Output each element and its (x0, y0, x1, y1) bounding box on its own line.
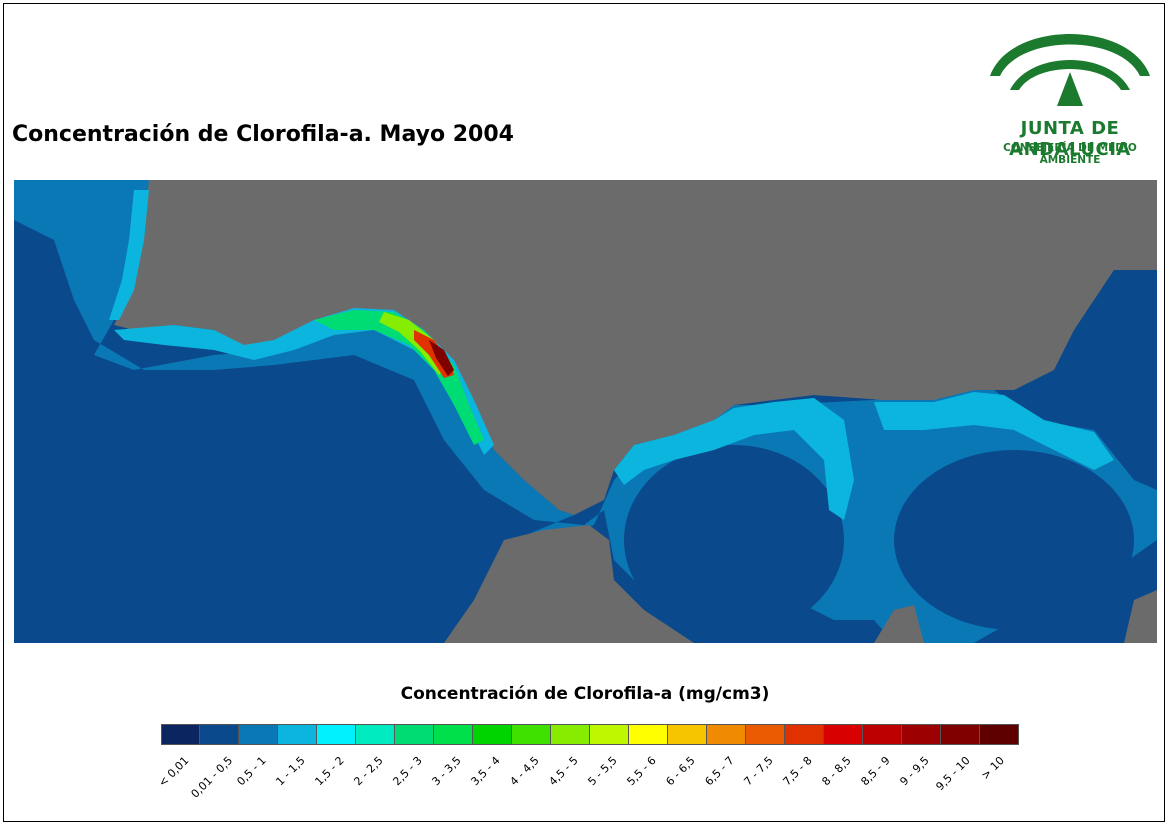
alboran-west-gyre (624, 445, 844, 635)
legend-label: 4 - 4,5 (507, 754, 542, 789)
legend-label: 9 - 9,5 (897, 754, 932, 789)
legend-swatch (902, 724, 941, 745)
legend-label: 2,5 - 3 (390, 754, 425, 789)
legend-swatch (863, 724, 902, 745)
legend-label: < 0,01 (155, 754, 192, 790)
legend-swatch (200, 724, 239, 745)
page-frame (3, 3, 1165, 822)
legend-swatch (473, 724, 512, 745)
legend-swatch (395, 724, 434, 745)
legend-swatch (629, 724, 668, 745)
land-africa-far-east (1124, 590, 1157, 643)
east-coast-band (874, 392, 1114, 470)
legend-label: 6,5 - 7 (702, 754, 737, 789)
legend-label: 3 - 3,5 (429, 754, 464, 789)
legend-swatch (161, 724, 200, 745)
legend-title: Concentración de Clorofila-a (mg/cm3) (400, 684, 770, 704)
gulf-cadiz-inner (314, 310, 484, 445)
legend-swatch (980, 724, 1019, 745)
legend-label: 8,5 - 9 (858, 754, 893, 789)
logo-emblem-icon (990, 34, 1150, 106)
legend-label: 5,5 - 6 (624, 754, 659, 789)
logo-subtitle: CONSEJERÍA DE MEDIO AMBIENTE (1003, 142, 1137, 166)
legend-swatch (434, 724, 473, 745)
land-iberia (114, 180, 1157, 515)
alboran-east-gyre (894, 450, 1134, 630)
legend-label: 7,5 - 8 (780, 754, 815, 789)
legend-swatch (941, 724, 980, 745)
portugal-coast-band (109, 190, 149, 320)
land-africa (444, 525, 694, 643)
page-title: Concentración de Clorofila-a. Mayo 2004 (12, 122, 514, 147)
legend-label: 8 - 8,5 (819, 754, 854, 789)
legend-swatch (278, 724, 317, 745)
atlantic-shelf (14, 180, 1157, 643)
legend-swatch (590, 724, 629, 745)
legend-swatch (668, 724, 707, 745)
legend-label: 2 - 2,5 (351, 754, 386, 789)
legend-swatch (239, 724, 278, 745)
legend-swatch (746, 724, 785, 745)
legend-label: 3,5 - 4 (468, 754, 503, 789)
legend-swatch (785, 724, 824, 745)
legend-label: 4,5 - 5 (546, 754, 581, 789)
legend-label: 5 - 5,5 (585, 754, 620, 789)
legend-swatch (824, 724, 863, 745)
legend-swatch (356, 724, 395, 745)
legend-color-bar (161, 724, 1019, 745)
legend-label: 0,5 - 1 (234, 754, 269, 789)
gulf-cadiz-band (114, 308, 494, 455)
chlorophyll-map (14, 180, 1157, 643)
logo-name: JUNTA DE ANDALUCIA (1009, 118, 1131, 160)
junta-andalucia-logo: JUNTA DE ANDALUCIA CONSEJERÍA DE MEDIO A… (980, 14, 1160, 166)
legend-label: 1,5 - 2 (312, 754, 347, 789)
legend-swatch (512, 724, 551, 745)
legend-swatch (317, 724, 356, 745)
legend-label: 1 - 1,5 (273, 754, 308, 789)
alboran-coastal-band (614, 398, 854, 520)
legend-label: 7 - 7,5 (741, 754, 776, 789)
guadalquivir-plume (379, 312, 449, 375)
legend-swatch (551, 724, 590, 745)
land-africa-east (874, 605, 924, 643)
legend-swatch (707, 724, 746, 745)
legend-label: 6 - 6,5 (663, 754, 698, 789)
guadalquivir-peak (429, 340, 454, 376)
legend-label: 0,01 - 0,5 (188, 754, 236, 801)
